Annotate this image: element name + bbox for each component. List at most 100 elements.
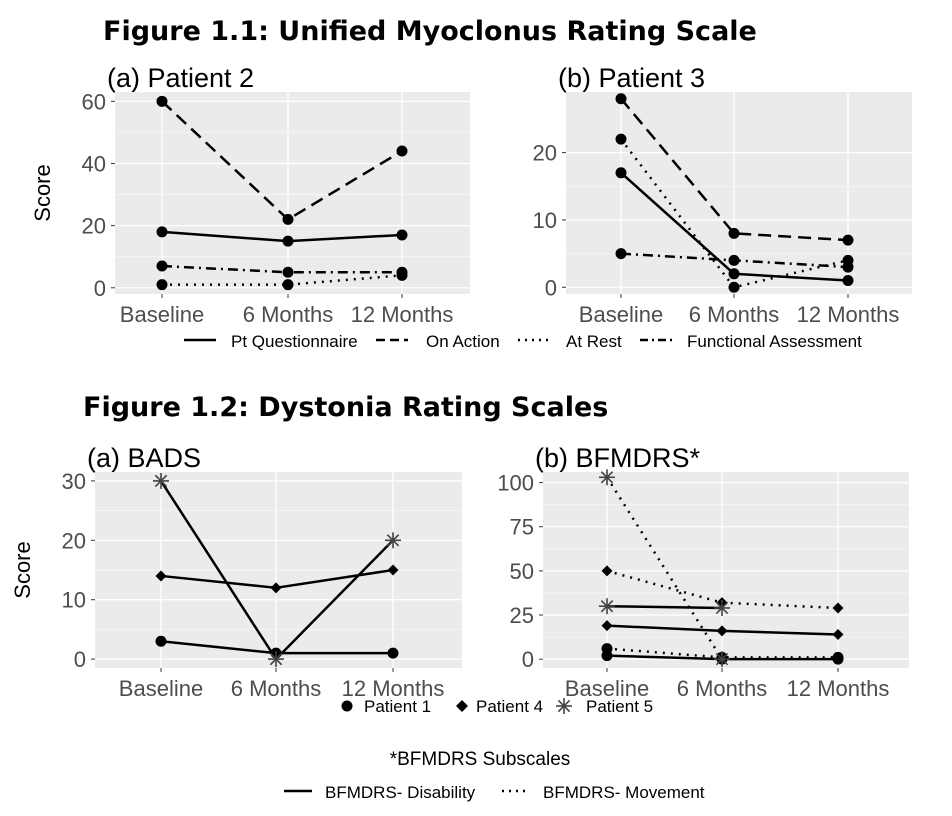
- data-point: [156, 95, 168, 107]
- data-point: [615, 93, 627, 105]
- y-tick-label: 60: [82, 89, 106, 114]
- asterisk-stroke: [154, 474, 168, 488]
- data-point: [282, 279, 294, 291]
- data-point: [842, 234, 854, 246]
- y-tick-label: 0: [522, 647, 534, 672]
- series-line: [606, 647, 838, 659]
- asterisk-stroke: [557, 699, 571, 713]
- y-tick-label: 40: [82, 151, 106, 176]
- legend-label: Pt Questionnaire: [231, 332, 358, 351]
- data-point: [387, 647, 399, 659]
- x-tick-label: 6 Months: [243, 302, 334, 327]
- data-point: [728, 281, 740, 293]
- data-point: [714, 599, 730, 616]
- y-tick-label: 30: [62, 469, 86, 494]
- legend-label: Patient 5: [586, 697, 653, 716]
- data-point: [282, 266, 294, 278]
- chart-dystonia-bads: (a) BADS 0 10 20 30 Baseline 6 Months 12 Months…: [10, 443, 462, 701]
- data-point: [714, 651, 730, 668]
- data-point: [282, 213, 294, 225]
- data-point: [156, 260, 168, 272]
- asterisk-stroke: [715, 652, 729, 666]
- legend-label: Patient 1: [364, 697, 431, 716]
- series-line: [620, 97, 849, 242]
- data-point: [599, 598, 615, 615]
- y-tick-label: 20: [533, 141, 557, 166]
- data-point: [599, 469, 615, 486]
- data-point: [728, 268, 740, 280]
- asterisk-stroke: [269, 652, 283, 666]
- legend-label: At Rest: [566, 332, 622, 351]
- y-tick-label: 20: [62, 528, 86, 553]
- data-point: [601, 643, 613, 655]
- chart-myoclonus-patient-3: (b) Patient 3 0 10 20 Baseline 6 Months 12 Mon…: [533, 63, 912, 327]
- legend-label: On Action: [426, 332, 500, 351]
- asterisk-stroke: [600, 471, 614, 484]
- y-tick-label: 0: [74, 647, 86, 672]
- data-point: [601, 565, 613, 577]
- data-point: [156, 226, 168, 238]
- data-point: [601, 620, 613, 632]
- legend-key-circle: [341, 700, 353, 712]
- data-point: [832, 628, 844, 640]
- x-tick-label: 6 Months: [689, 302, 780, 327]
- data-point: [842, 275, 854, 287]
- data-point: [832, 602, 844, 614]
- legend-label: BFMDRS- Movement: [543, 783, 705, 802]
- series-line: [162, 274, 403, 286]
- series-line: [620, 138, 849, 289]
- plot-background: [543, 472, 909, 668]
- legend-key-diamond: [456, 700, 468, 712]
- y-axis-label: Score: [10, 541, 35, 598]
- plot-background: [115, 92, 470, 294]
- data-point: [615, 248, 627, 260]
- series-line: [606, 604, 723, 610]
- y-tick-label: 0: [94, 276, 106, 301]
- legend-label: Patient 4: [476, 697, 543, 716]
- y-tick-label: 10: [62, 588, 86, 613]
- data-point: [385, 532, 401, 549]
- legend-patients: Patient 1 Patient 4 Patient 5: [341, 697, 653, 716]
- x-tick-label: 12 Months: [787, 676, 890, 701]
- data-point: [155, 635, 167, 647]
- y-tick-label: 100: [497, 471, 534, 496]
- x-tick-label: 12 Months: [797, 302, 900, 327]
- data-point: [832, 651, 844, 663]
- data-point: [268, 651, 284, 668]
- x-tick-label: 6 Months: [677, 676, 768, 701]
- data-point: [615, 167, 627, 179]
- panel-title: (a) Patient 2: [107, 63, 254, 93]
- data-point: [387, 564, 399, 576]
- data-point: [842, 261, 854, 273]
- x-tick-label: Baseline: [120, 302, 204, 327]
- y-tick-label: 0: [545, 275, 557, 300]
- legend-myoclonus: Pt Questionnaire On Action At Rest Funct…: [184, 332, 862, 351]
- legend-label: Functional Assessment: [687, 332, 862, 351]
- data-point: [396, 266, 408, 278]
- y-tick-label: 50: [510, 559, 534, 584]
- data-point: [282, 235, 294, 247]
- panel-title: (b) Patient 3: [558, 63, 705, 93]
- y-axis-label: Score: [30, 164, 55, 221]
- asterisk-stroke: [600, 599, 614, 613]
- legend-subscales: *BFMDRS Subscales BFMDRS- Disability BFM…: [284, 749, 705, 802]
- legend-label: BFMDRS- Disability: [325, 783, 476, 802]
- asterisk-marker: [556, 698, 572, 714]
- data-point: [728, 254, 740, 266]
- x-tick-label: 6 Months: [231, 676, 322, 701]
- x-tick-label: Baseline: [579, 302, 663, 327]
- legend-key-asterisk: [556, 698, 572, 714]
- asterisk-stroke: [715, 601, 729, 615]
- data-point: [716, 625, 728, 637]
- panel-title: (a) BADS: [87, 443, 201, 473]
- x-tick-label: Baseline: [119, 676, 203, 701]
- plot-background: [566, 92, 912, 294]
- x-tick-label: Baseline: [565, 676, 649, 701]
- panel-title: (b) BFMDRS*: [535, 443, 700, 473]
- figure-1-1-title: Figure 1.1: Unified Myoclonus Rating Sca…: [103, 16, 757, 47]
- data-point: [153, 472, 169, 489]
- legend-subscales-title: *BFMDRS Subscales: [390, 749, 571, 770]
- chart-dystonia-bfmdrs: (b) BFMDRS* 0 25 50 75 100 Baseline 6 Months 12 …: [497, 443, 909, 701]
- data-point: [270, 582, 282, 594]
